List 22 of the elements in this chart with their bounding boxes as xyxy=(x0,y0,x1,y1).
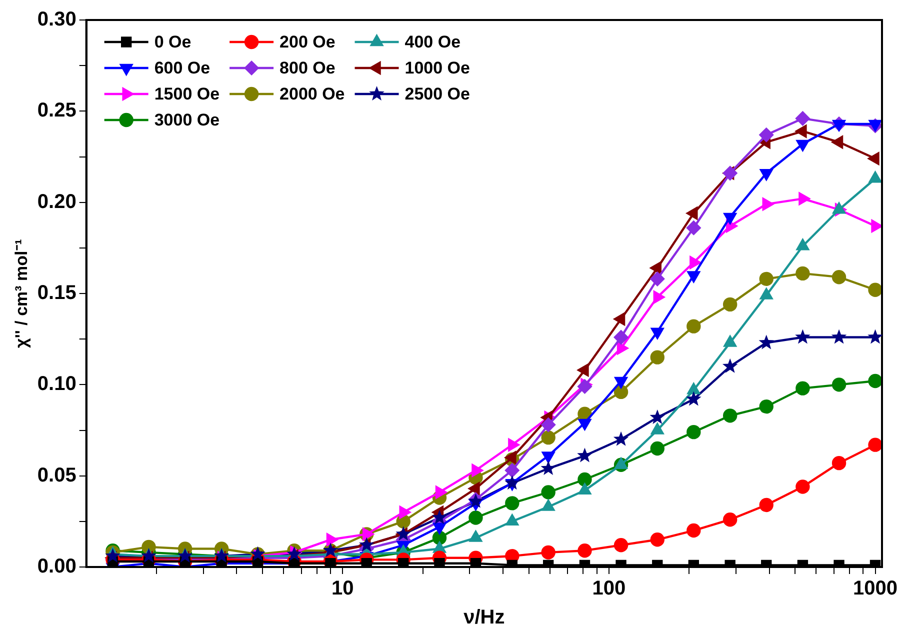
x-tick-label: 1000 xyxy=(853,578,898,600)
legend-label: 2000 Oe xyxy=(280,84,345,104)
legend-label: 800 Oe xyxy=(280,58,336,78)
legend-label: 3000 Oe xyxy=(154,110,220,130)
y-tick-label: 0.25 xyxy=(37,100,76,122)
legend-label: 1500 Oe xyxy=(154,84,220,104)
y-tick-label: 0.20 xyxy=(37,190,76,213)
y-axis-title: χ'' / cm³ mol⁻¹ xyxy=(12,238,31,348)
legend-label: 0 Oe xyxy=(154,32,192,52)
legend-label: 1000 Oe xyxy=(404,58,470,78)
y-tick-label: 0.15 xyxy=(37,282,76,304)
x-tick-label: 10 xyxy=(332,578,354,600)
y-tick-label: 0.30 xyxy=(37,8,76,31)
y-tick-label: 0.05 xyxy=(37,464,76,486)
y-tick-label: 0.00 xyxy=(37,556,76,578)
x-tick-label: 100 xyxy=(592,578,626,600)
legend-label: 600 Oe xyxy=(154,58,210,78)
y-tick-label: 0.10 xyxy=(37,373,76,396)
legend-label: 200 Oe xyxy=(280,32,336,52)
x-axis-title: ν/Hz xyxy=(464,606,505,629)
legend-label: 400 Oe xyxy=(404,32,461,52)
legend-label: 2500 Oe xyxy=(404,84,470,104)
